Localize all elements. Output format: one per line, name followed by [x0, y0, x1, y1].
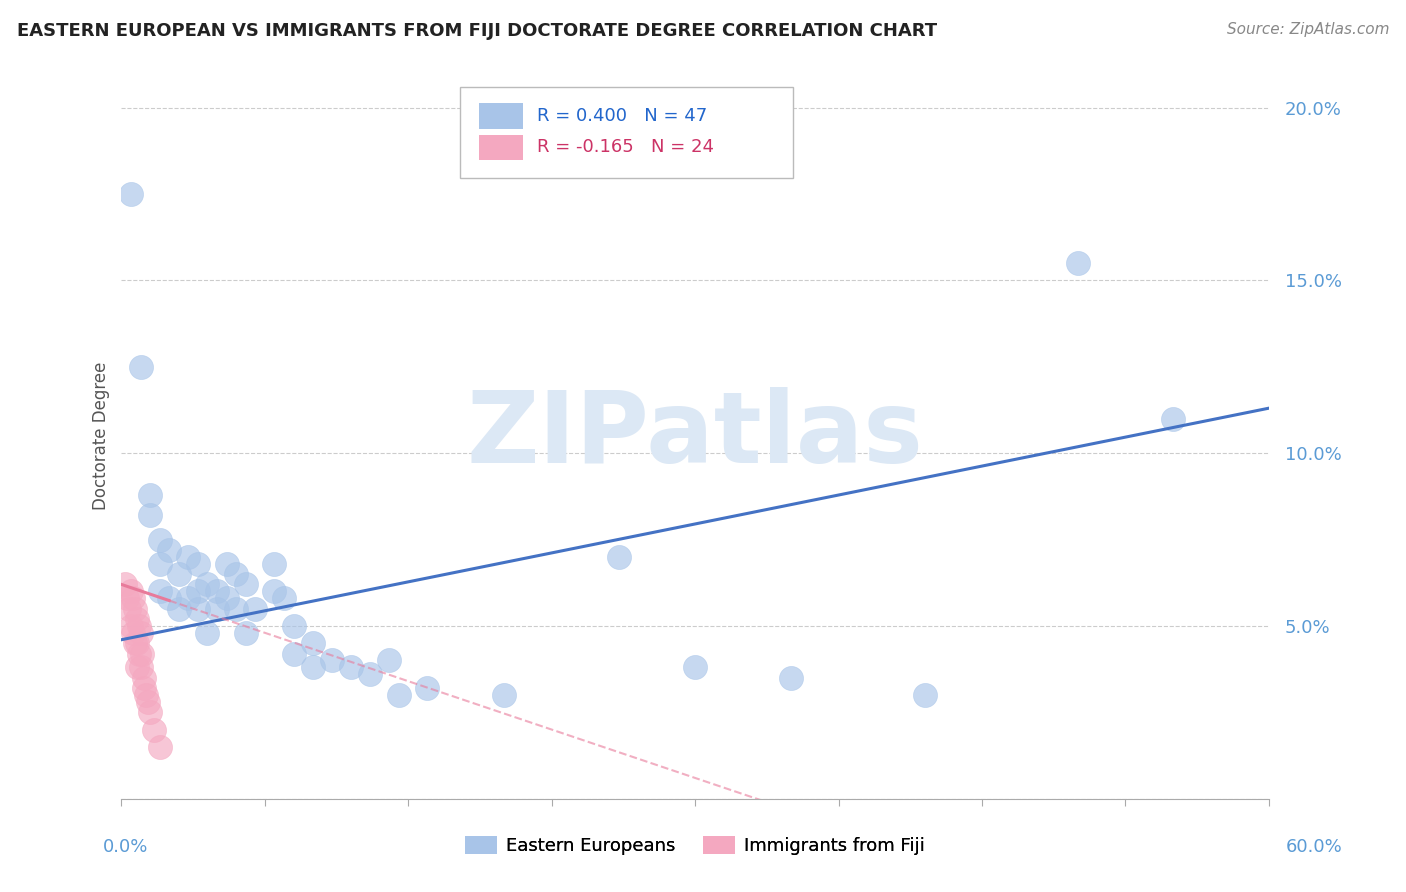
- Point: [157, 542, 180, 557]
- Point: [134, 671, 156, 685]
- Point: [283, 619, 305, 633]
- Point: [149, 584, 172, 599]
- Point: [120, 186, 142, 201]
- Point: [128, 647, 150, 661]
- Point: [167, 601, 190, 615]
- Point: [235, 577, 257, 591]
- Point: [187, 584, 209, 599]
- Point: [125, 660, 148, 674]
- Point: [187, 601, 209, 615]
- Point: [359, 667, 381, 681]
- Legend: Eastern Europeans, Immigrants from Fiji: Eastern Europeans, Immigrants from Fiji: [458, 829, 932, 863]
- Point: [607, 549, 630, 564]
- Point: [1161, 411, 1184, 425]
- Point: [120, 619, 142, 633]
- Text: 0.0%: 0.0%: [103, 838, 148, 856]
- Point: [225, 601, 247, 615]
- Text: Source: ZipAtlas.com: Source: ZipAtlas.com: [1226, 22, 1389, 37]
- Point: [125, 612, 148, 626]
- Point: [301, 660, 323, 674]
- Point: [118, 601, 141, 615]
- Point: [120, 584, 142, 599]
- FancyBboxPatch shape: [460, 87, 793, 178]
- Point: [683, 660, 706, 674]
- Point: [149, 533, 172, 547]
- Point: [197, 577, 219, 591]
- Text: EASTERN EUROPEAN VS IMMIGRANTS FROM FIJI DOCTORATE DEGREE CORRELATION CHART: EASTERN EUROPEAN VS IMMIGRANTS FROM FIJI…: [17, 22, 936, 40]
- Point: [177, 549, 200, 564]
- Point: [129, 625, 152, 640]
- Point: [273, 591, 295, 606]
- Point: [136, 695, 159, 709]
- Point: [114, 577, 136, 591]
- Point: [177, 591, 200, 606]
- Text: R = -0.165   N = 24: R = -0.165 N = 24: [537, 138, 714, 156]
- Y-axis label: Doctorate Degree: Doctorate Degree: [93, 361, 110, 510]
- Point: [225, 567, 247, 582]
- Point: [142, 723, 165, 737]
- Point: [321, 653, 343, 667]
- Point: [157, 591, 180, 606]
- Point: [215, 557, 238, 571]
- Point: [122, 591, 145, 606]
- Point: [197, 625, 219, 640]
- Point: [139, 706, 162, 720]
- Point: [135, 688, 157, 702]
- Point: [187, 557, 209, 571]
- Point: [129, 359, 152, 374]
- FancyBboxPatch shape: [479, 135, 523, 160]
- Point: [205, 584, 228, 599]
- Point: [245, 601, 267, 615]
- Point: [139, 508, 162, 523]
- Point: [235, 625, 257, 640]
- Point: [134, 681, 156, 695]
- Point: [263, 557, 285, 571]
- Point: [167, 567, 190, 582]
- Text: ZIPatlas: ZIPatlas: [467, 387, 924, 484]
- Point: [388, 688, 411, 702]
- Point: [125, 636, 148, 650]
- Point: [914, 688, 936, 702]
- Point: [124, 636, 146, 650]
- Point: [149, 739, 172, 754]
- Point: [128, 619, 150, 633]
- Point: [283, 647, 305, 661]
- FancyBboxPatch shape: [479, 103, 523, 128]
- Point: [492, 688, 515, 702]
- Point: [340, 660, 363, 674]
- Point: [301, 636, 323, 650]
- Point: [139, 487, 162, 501]
- Point: [129, 660, 152, 674]
- Point: [416, 681, 439, 695]
- Point: [263, 584, 285, 599]
- Point: [205, 601, 228, 615]
- Text: R = 0.400   N = 47: R = 0.400 N = 47: [537, 107, 707, 125]
- Point: [124, 601, 146, 615]
- Point: [149, 557, 172, 571]
- Text: 60.0%: 60.0%: [1286, 838, 1343, 856]
- Point: [131, 647, 153, 661]
- Point: [1066, 256, 1088, 270]
- Point: [122, 625, 145, 640]
- Point: [115, 591, 138, 606]
- Point: [779, 671, 801, 685]
- Point: [215, 591, 238, 606]
- Point: [378, 653, 401, 667]
